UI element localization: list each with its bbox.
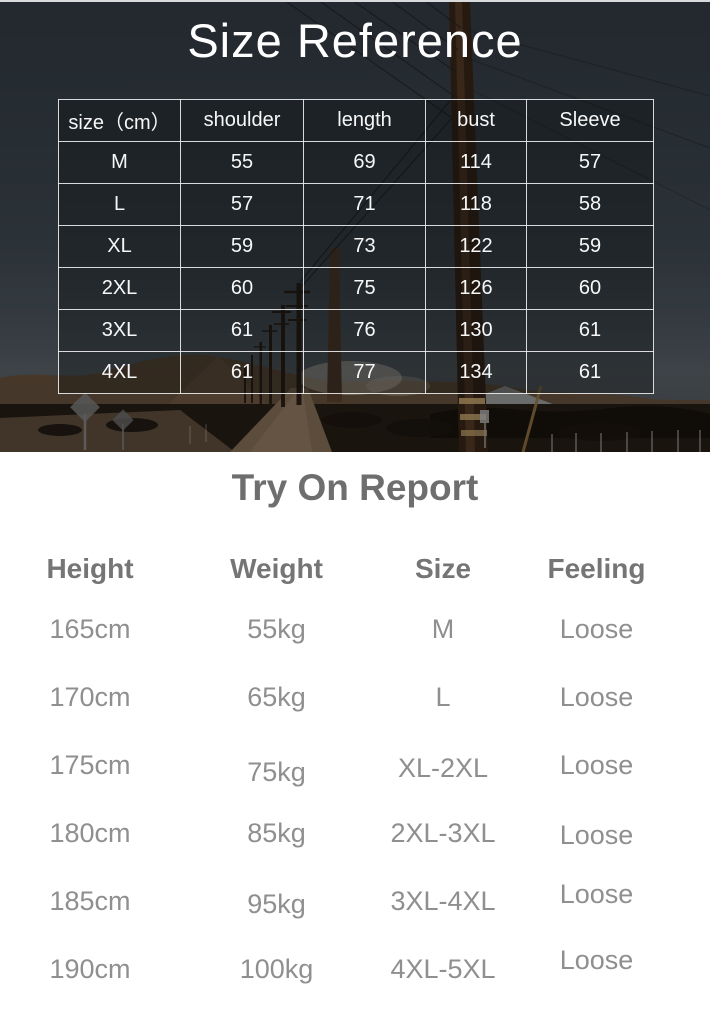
fence-posts: [189, 424, 701, 452]
try-table-cell-height: 180cm: [49, 817, 131, 848]
try-table-cell-weight: 65kg: [247, 681, 306, 712]
try-table-cell-size: XL-2XL: [397, 752, 489, 783]
try-table-cell-height: 190cm: [49, 953, 131, 984]
size-table-row: 2XL 60 75 126 60: [58, 267, 654, 310]
size-table-cell: 118: [425, 183, 527, 226]
size-table-row: XL 59 73 122 59: [58, 225, 654, 268]
size-table-cell: 71: [303, 183, 426, 226]
try-table-cell-size: 2XL-3XL: [390, 817, 496, 848]
try-table-cell-feeling: Loose: [559, 681, 634, 712]
try-table-row: 170cm 65kg L Loose: [15, 663, 695, 731]
size-table-cell: 134: [425, 351, 527, 394]
try-table-header-row: Height Weight Size Feeling: [15, 543, 695, 595]
top-edge-highlight: [0, 0, 710, 2]
size-table-header-size: size（cm）: [58, 99, 181, 142]
size-reference-title: Size Reference: [187, 14, 523, 67]
try-table-header-size: Size: [414, 553, 472, 584]
try-table-cell-height: 170cm: [49, 681, 131, 712]
try-on-report-table: Height Weight Size Feeling 165cm 55kg M …: [15, 543, 695, 1003]
size-table-cell-size-label: L: [58, 183, 181, 226]
try-table-cell-weight: 100kg: [239, 953, 314, 984]
size-table-cell: 130: [425, 309, 527, 352]
try-table-cell-weight: 75kg: [247, 756, 306, 787]
try-table-cell-feeling: Loose: [559, 878, 634, 909]
size-table-row: 4XL 61 77 134 61: [58, 351, 654, 394]
try-table-header-feeling: Feeling: [547, 553, 646, 584]
size-table-cell: 57: [526, 141, 654, 184]
size-table-row: L 57 71 118 58: [58, 183, 654, 226]
size-table-cell: 69: [303, 141, 426, 184]
size-table-cell: 126: [425, 267, 527, 310]
size-table-cell: 75: [303, 267, 426, 310]
size-table-cell-size-label: 4XL: [58, 351, 181, 394]
try-table-cell-size: 3XL-4XL: [390, 885, 496, 916]
try-table-cell-weight: 95kg: [247, 888, 306, 919]
size-table-row: 3XL 61 76 130 61: [58, 309, 654, 352]
size-table-cell: 59: [526, 225, 654, 268]
size-table-row: M 55 69 114 57: [58, 141, 654, 184]
size-table-cell: 61: [526, 309, 654, 352]
try-table-row: 190cm 100kg 4XL-5XL Loose: [15, 935, 695, 1003]
try-table-cell-height: 185cm: [49, 885, 131, 916]
size-reference-section: Size Reference size（cm） shoulder length …: [0, 0, 710, 452]
size-table-cell: 61: [180, 351, 304, 394]
size-table-cell: 73: [303, 225, 426, 268]
size-table-cell: 61: [180, 309, 304, 352]
size-table-cell-size-label: XL: [58, 225, 181, 268]
try-table-cell-weight: 85kg: [247, 817, 306, 848]
size-table-cell: 122: [425, 225, 527, 268]
road: [230, 388, 332, 452]
try-table-header-weight: Weight: [230, 553, 323, 584]
size-table-cell-size-label: M: [58, 141, 181, 184]
try-table-row: 175cm 75kg XL-2XL Loose: [15, 731, 695, 799]
try-table-cell-height: 175cm: [49, 749, 131, 780]
size-table-header-length: length: [303, 99, 426, 142]
try-table-cell-size: 4XL-5XL: [390, 953, 496, 984]
try-table-cell-feeling: Loose: [559, 819, 634, 850]
size-table-cell-size-label: 3XL: [58, 309, 181, 352]
size-table-cell: 77: [303, 351, 426, 394]
size-table-cell: 55: [180, 141, 304, 184]
size-reference-table: size（cm） shoulder length bust Sleeve M 5…: [58, 99, 654, 394]
try-table-cell-feeling: Loose: [559, 749, 634, 780]
try-table-header-height: Height: [46, 553, 134, 584]
size-table-cell: 59: [180, 225, 304, 268]
roadside-bushes: [38, 412, 642, 441]
try-table-cell-size: L: [435, 681, 451, 712]
try-table-row: 185cm 95kg 3XL-4XL Loose: [15, 867, 695, 935]
size-table-header-row: size（cm） shoulder length bust Sleeve: [58, 99, 654, 142]
size-table-header-sleeve: Sleeve: [526, 99, 654, 142]
try-table-cell-feeling: Loose: [559, 944, 634, 975]
try-table-cell-feeling: Loose: [559, 613, 634, 644]
try-table-row: 165cm 55kg M Loose: [15, 595, 695, 663]
try-table-cell-height: 165cm: [49, 613, 131, 644]
try-table-cell-size: M: [431, 613, 455, 644]
size-table-header-bust: bust: [425, 99, 527, 142]
size-table-cell-size-label: 2XL: [58, 267, 181, 310]
size-table-cell: 57: [180, 183, 304, 226]
size-table-cell: 60: [180, 267, 304, 310]
try-table-row: 180cm 85kg 2XL-3XL Loose: [15, 799, 695, 867]
size-table-cell: 61: [526, 351, 654, 394]
try-table-cell-weight: 55kg: [247, 613, 306, 644]
size-table-cell: 58: [526, 183, 654, 226]
try-on-report-title: Try On Report: [231, 467, 479, 508]
size-table-header-shoulder: shoulder: [180, 99, 304, 142]
size-table-cell: 76: [303, 309, 426, 352]
size-table-cell: 60: [526, 267, 654, 310]
product-size-page: Size Reference size（cm） shoulder length …: [0, 0, 710, 1003]
try-on-report-section: Try On Report Height Weight Size Feeling…: [0, 452, 710, 1003]
size-table-cell: 114: [425, 141, 527, 184]
